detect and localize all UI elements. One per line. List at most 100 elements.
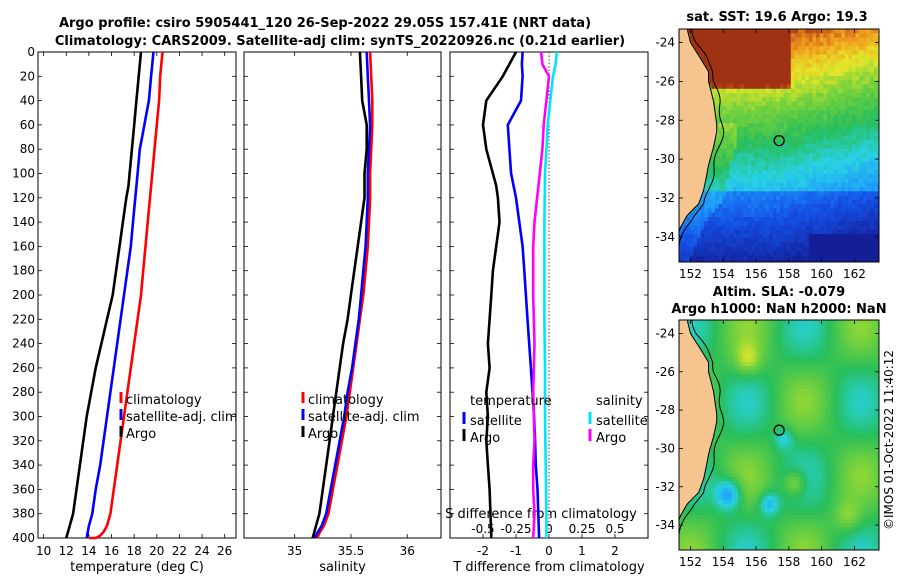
map-cell bbox=[783, 400, 788, 405]
map-cell bbox=[839, 335, 844, 340]
map-cell bbox=[776, 174, 781, 180]
map-cell bbox=[813, 323, 818, 329]
map-cell bbox=[769, 195, 774, 201]
map-cell bbox=[826, 331, 831, 336]
map-cell bbox=[852, 366, 857, 371]
map-cell bbox=[823, 238, 828, 244]
map-cell bbox=[797, 442, 801, 448]
map-cell bbox=[877, 144, 879, 150]
map-cell bbox=[798, 58, 803, 64]
map-cell bbox=[783, 191, 788, 197]
map-cell bbox=[744, 331, 749, 336]
map-cell bbox=[776, 165, 781, 171]
map-cell bbox=[793, 450, 798, 455]
map-cell bbox=[762, 140, 767, 145]
map-cell bbox=[852, 178, 857, 184]
map-cell bbox=[780, 135, 785, 141]
map-cell bbox=[842, 339, 847, 344]
map-cell bbox=[849, 427, 854, 432]
map-cell bbox=[711, 251, 716, 256]
map-cell bbox=[819, 71, 824, 77]
map-cell bbox=[708, 358, 713, 363]
map-cell bbox=[800, 438, 805, 444]
map-cell bbox=[689, 242, 694, 248]
map-cell bbox=[830, 225, 835, 231]
map-cell bbox=[803, 419, 808, 425]
map-cell bbox=[803, 435, 808, 440]
map-cell bbox=[823, 366, 828, 371]
map-cell bbox=[823, 415, 828, 421]
map-cell bbox=[754, 199, 759, 205]
map-cell bbox=[751, 358, 755, 363]
map-cell bbox=[865, 369, 870, 375]
map-cell bbox=[873, 221, 878, 227]
map-cell bbox=[780, 157, 785, 162]
map-cell bbox=[757, 415, 762, 421]
map-cell bbox=[812, 93, 817, 98]
map-cell bbox=[830, 71, 835, 77]
map-cell bbox=[731, 331, 736, 336]
map-cell bbox=[729, 152, 734, 158]
map-cell bbox=[790, 195, 795, 201]
map-cell bbox=[751, 208, 756, 214]
map-cell bbox=[826, 29, 832, 34]
map-cell bbox=[724, 412, 729, 417]
map-cell bbox=[787, 157, 792, 162]
map-cell bbox=[875, 454, 879, 459]
map-cell bbox=[819, 33, 824, 39]
map-cell bbox=[866, 182, 871, 188]
map-cell bbox=[790, 435, 795, 440]
map-cell bbox=[826, 84, 832, 90]
map-cell bbox=[769, 76, 774, 81]
map-cell bbox=[833, 392, 837, 398]
map-cell bbox=[780, 419, 785, 425]
map-cell bbox=[823, 362, 828, 367]
map-cell bbox=[738, 431, 742, 436]
map-cell bbox=[718, 41, 723, 47]
map-cell bbox=[787, 221, 792, 227]
map-cell bbox=[728, 412, 733, 417]
map-cell bbox=[722, 259, 727, 262]
map-cell bbox=[816, 369, 821, 375]
map-cell bbox=[819, 217, 824, 222]
map-cell bbox=[770, 427, 775, 432]
map-cell bbox=[839, 435, 844, 440]
map-cell bbox=[787, 458, 792, 463]
y-tick-label: 60 bbox=[20, 118, 35, 132]
map-cell bbox=[823, 123, 828, 128]
y-tick-label: 300 bbox=[12, 410, 35, 424]
map-cell bbox=[794, 174, 799, 180]
map-cell bbox=[692, 331, 696, 336]
map-cell bbox=[764, 435, 769, 440]
map-cell bbox=[798, 63, 803, 69]
map-cell bbox=[852, 446, 857, 451]
map-cell bbox=[823, 392, 828, 398]
map-cell bbox=[764, 385, 769, 390]
map-cell bbox=[852, 331, 857, 336]
map-cell bbox=[866, 255, 871, 261]
map-cell bbox=[790, 174, 795, 180]
map-cell bbox=[751, 362, 755, 367]
map-cell bbox=[819, 212, 824, 218]
map-cell bbox=[734, 389, 739, 394]
map-cell bbox=[725, 123, 731, 128]
map-cell bbox=[829, 408, 834, 413]
map-cell bbox=[812, 148, 817, 154]
map-cell bbox=[837, 225, 842, 231]
map-cell bbox=[722, 204, 727, 209]
map-cell bbox=[808, 131, 813, 137]
map-cell bbox=[769, 123, 774, 128]
map-cell bbox=[801, 157, 806, 162]
map-cell bbox=[744, 346, 749, 352]
map-cell bbox=[740, 29, 745, 34]
map-cell bbox=[762, 229, 767, 235]
map-cell bbox=[741, 335, 746, 340]
map-cell bbox=[770, 323, 775, 329]
map-cell bbox=[790, 182, 795, 188]
map-cell bbox=[754, 419, 759, 425]
map-cell bbox=[842, 366, 847, 371]
map-cell bbox=[733, 170, 738, 175]
map-cell bbox=[803, 381, 808, 386]
map-cell bbox=[823, 377, 828, 382]
map-cell bbox=[761, 350, 765, 356]
